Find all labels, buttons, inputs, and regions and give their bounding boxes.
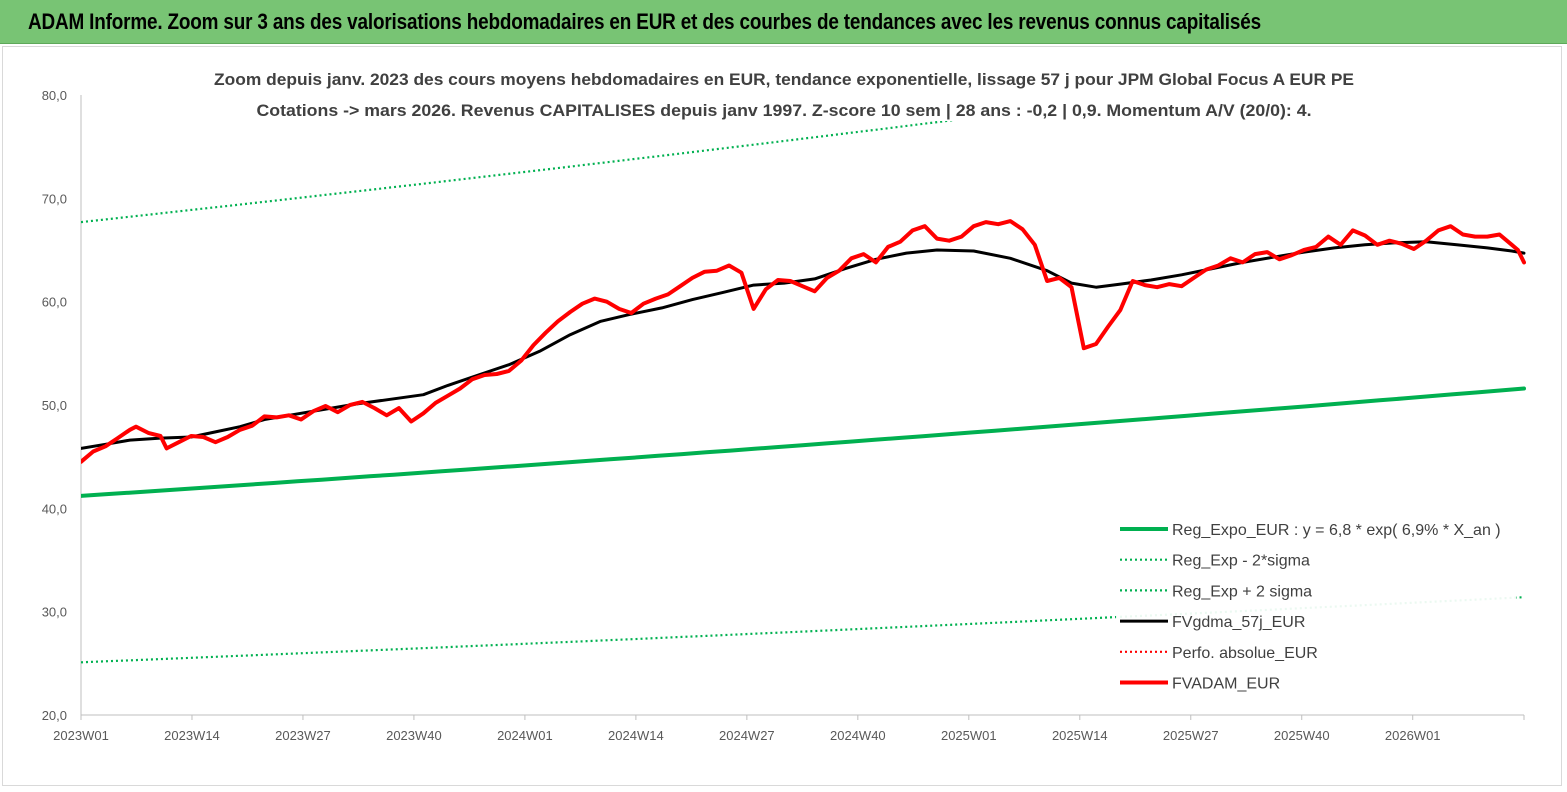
y-tick-label: 70,0 (42, 191, 67, 206)
x-tick-label: 2024W14 (608, 728, 664, 743)
legend-label: Reg_Expo_EUR : y = 6,8 * exp( 6,9% * X_a… (1172, 522, 1501, 539)
x-tick-label: 2023W40 (386, 728, 442, 743)
legend-label: Reg_Exp + 2 sigma (1172, 583, 1312, 600)
series-line-1 (81, 596, 1525, 664)
legend-label: FVADAM_EUR (1172, 676, 1280, 693)
legend-label: FVgdma_57j_EUR (1172, 614, 1305, 631)
chart-subtitle: Cotations -> mars 2026. Revenus CAPITALI… (257, 101, 1312, 120)
x-tick-label: 2023W14 (164, 728, 220, 743)
x-tick-label: 2025W40 (1274, 728, 1330, 743)
y-tick-label: 50,0 (42, 398, 67, 413)
x-tick-label: 2024W27 (719, 728, 775, 743)
x-tick-label: 2023W01 (53, 728, 109, 743)
y-tick-label: 20,0 (42, 708, 67, 723)
y-tick-label: 40,0 (42, 501, 67, 516)
report-title: ADAM Informe. Zoom sur 3 ans des valoris… (28, 9, 1261, 34)
legend-label: Perfo. absolue_EUR (1172, 645, 1318, 662)
legend-box (1116, 515, 1516, 699)
series-line-2 (81, 85, 1237, 224)
line-chart: 80,0 70,0 60,0 50,0 40,0 30,0 20,0 2023W01 2023W… (42, 61, 1526, 743)
y-tick-label: 60,0 (42, 295, 67, 310)
legend-label: Reg_Exp - 2*sigma (1172, 553, 1310, 570)
x-tick-label: 2025W01 (941, 728, 997, 743)
chart-frame: 80,0 70,0 60,0 50,0 40,0 30,0 20,0 2023W01 2023W… (2, 46, 1562, 786)
x-tick-label: 2024W40 (830, 728, 886, 743)
series-line-0 (81, 386, 1526, 498)
report-banner: ADAM Informe. Zoom sur 3 ans des valoris… (0, 0, 1567, 44)
series-line-5 (81, 219, 1526, 464)
x-tick-label: 2023W27 (275, 728, 331, 743)
x-tick-label: 2024W01 (497, 728, 553, 743)
chart-title: Zoom depuis janv. 2023 des cours moyens … (214, 70, 1354, 89)
y-tick-label: 80,0 (42, 88, 67, 103)
y-tick-label: 30,0 (42, 605, 67, 620)
x-tick-label: 2026W01 (1385, 728, 1441, 743)
chart-title-box (211, 61, 1357, 121)
x-tick-label: 2025W14 (1052, 728, 1108, 743)
x-tick-label: 2025W27 (1163, 728, 1219, 743)
